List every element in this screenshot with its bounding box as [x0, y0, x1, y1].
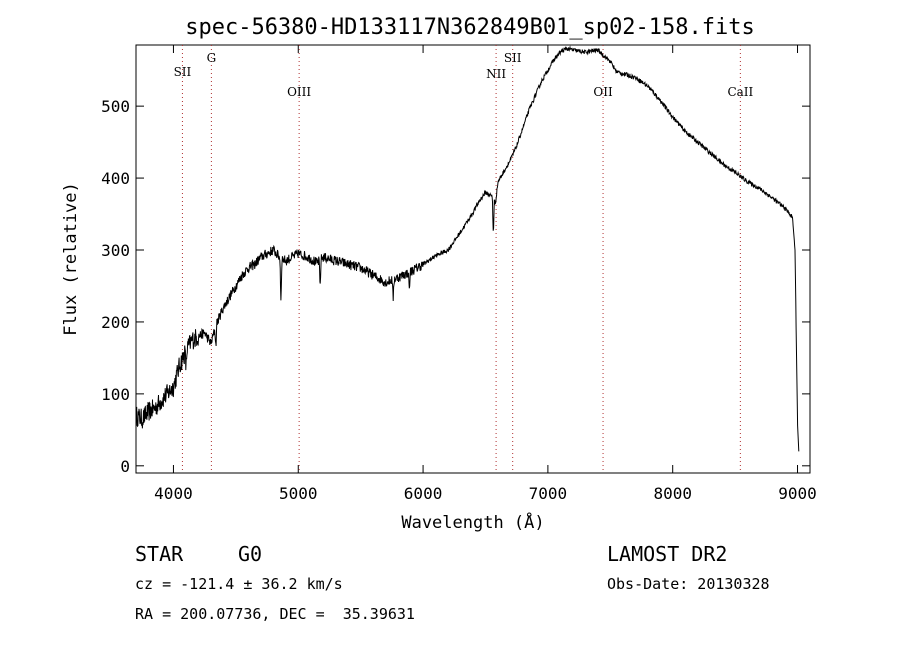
line-marker-label: CaII	[727, 85, 753, 99]
x-tick-label: 7000	[529, 484, 568, 503]
x-tick-label: 9000	[778, 484, 817, 503]
object-subclass: G0	[238, 542, 263, 566]
x-tick-label: 4000	[154, 484, 193, 503]
x-tick-label: 5000	[279, 484, 318, 503]
line-marker-label: G	[207, 51, 217, 65]
x-axis-label: Wavelength (Å)	[401, 511, 544, 533]
line-marker-label: SII	[504, 51, 522, 65]
axis-ticks: 4000 5000 6000 7000 8000 9000 0 100 200 300 400 500	[101, 45, 817, 503]
y-tick-label: 0	[120, 457, 130, 476]
survey-name: LAMOST DR2	[607, 542, 728, 566]
plot-frame	[135, 44, 811, 474]
ra-dec-coordinates: RA = 200.07736, DEC = 35.39631	[135, 605, 415, 623]
spectral-line-markers: SII G OIII NII SII OII CaII	[174, 45, 754, 473]
y-tick-label: 300	[101, 241, 130, 260]
line-marker-label: OII	[593, 85, 613, 99]
x-tick-label: 8000	[653, 484, 692, 503]
y-tick-label: 400	[101, 169, 130, 188]
redshift-velocity: cz = -121.4 ± 36.2 km/s	[135, 575, 343, 593]
x-tick-label: 6000	[404, 484, 443, 503]
y-axis-label: Flux (relative)	[61, 182, 81, 336]
line-marker-label: NII	[486, 67, 506, 81]
y-tick-label: 200	[101, 313, 130, 332]
observation-date: Obs-Date: 20130328	[607, 575, 770, 593]
object-class: STAR	[135, 542, 184, 566]
y-tick-label: 100	[101, 385, 130, 404]
y-tick-label: 500	[101, 97, 130, 116]
line-marker-label: OIII	[287, 85, 311, 99]
spectrum-line	[135, 45, 800, 452]
line-marker-label: SII	[174, 65, 192, 79]
chart-title: spec-56380-HD133117N362849B01_sp02-158.f…	[185, 15, 755, 40]
